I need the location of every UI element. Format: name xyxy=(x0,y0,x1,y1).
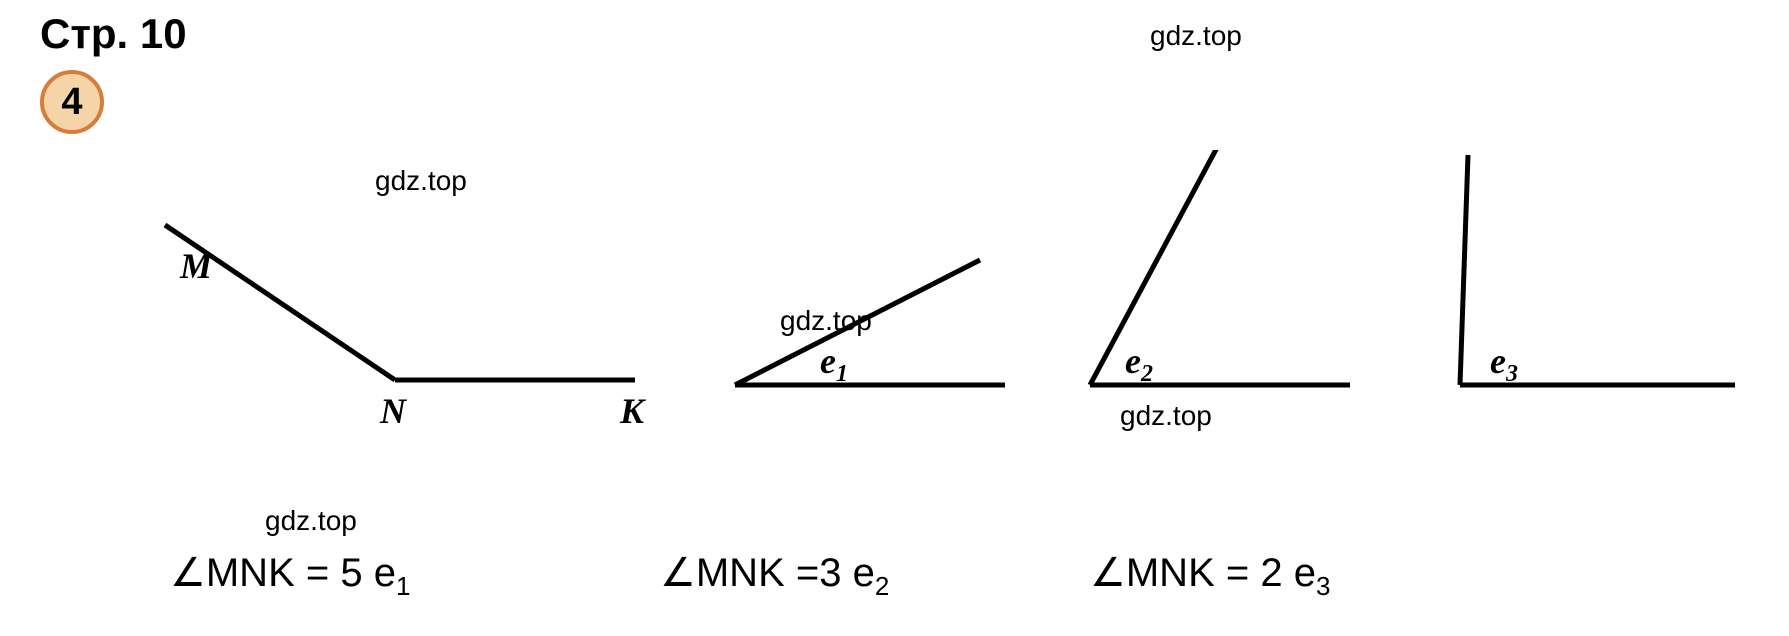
eq1-sub: 1 xyxy=(396,571,410,601)
watermark-top-right: gdz.top xyxy=(1150,20,1242,52)
eq2-sub: 2 xyxy=(875,571,889,601)
eq3-sub: 3 xyxy=(1316,571,1330,601)
exercise-number: 4 xyxy=(61,81,82,124)
eq2-coeff: 3 xyxy=(819,551,841,595)
eq2-lhs: ∠MNK xyxy=(660,551,785,595)
equation-2: ∠MNK =3 e2 xyxy=(660,550,889,602)
eq1-lhs: ∠MNK xyxy=(170,551,295,595)
page-title: Стр. 10 xyxy=(40,10,187,58)
equation-3: ∠MNK = 2 e3 xyxy=(1090,550,1330,602)
eq2-var: e xyxy=(853,551,875,595)
eq1-var: e xyxy=(374,551,396,595)
angle-e3-diagram xyxy=(0,150,1789,450)
eq3-coeff: 2 xyxy=(1260,551,1282,595)
exercise-number-circle: 4 xyxy=(40,70,104,134)
eq3-var: e xyxy=(1294,551,1316,595)
angle-e3-diagonal xyxy=(1460,155,1468,385)
equation-1: ∠MNK = 5 e1 xyxy=(170,550,410,602)
angle-e3-var: e xyxy=(1490,341,1506,381)
eq3-lhs: ∠MNK xyxy=(1090,551,1215,595)
angle-e3-sub: 3 xyxy=(1506,361,1518,387)
watermark-bottom-left: gdz.top xyxy=(265,505,357,537)
angle-e3-label: e3 xyxy=(1490,340,1518,388)
diagram-area: gdz.top gdz.top gdz.top M N K e1 e2 e3 xyxy=(0,150,1789,480)
eq1-coeff: 5 xyxy=(340,551,362,595)
